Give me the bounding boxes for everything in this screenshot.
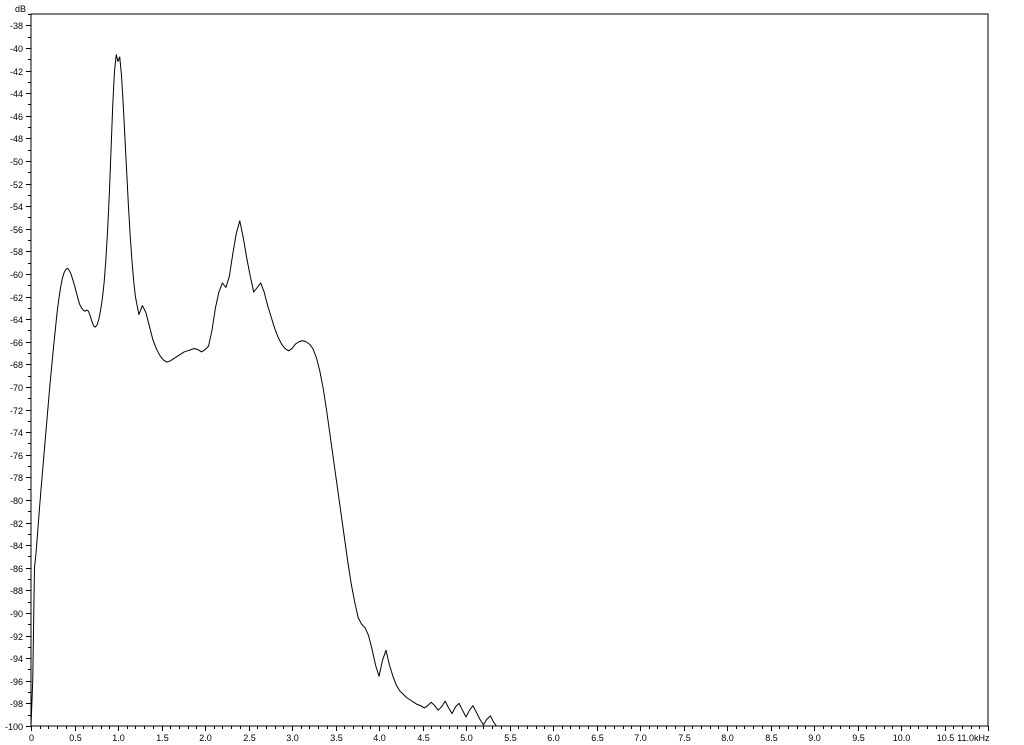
y-tick-label: -80	[10, 496, 23, 506]
y-axis-tick-labels: -38 -40 -42 -44 -46 -48 -50 -52 -54 -56 -58 -60 -62 -…	[5, 21, 23, 732]
x-axis-tick-labels: 0 0.5 1.0 1.5 2.0 2.5 3.0 3.5 4.0 4.5 5.0 5.5 6.0 6.5…	[29, 733, 990, 743]
y-tick-label: -84	[10, 541, 23, 551]
y-tick-label: -100	[5, 722, 23, 732]
x-tick-label: 2.0	[199, 733, 212, 743]
axis-frame	[30, 13, 989, 727]
x-tick-label: 11.0kHz	[957, 733, 990, 743]
y-tick-label: -82	[10, 519, 23, 529]
y-tick-label: -64	[10, 315, 23, 325]
x-tick-label: 3.0	[286, 733, 299, 743]
y-tick-label: -38	[10, 21, 23, 31]
spectrum-trace	[30, 54, 497, 727]
y-tick-label: -56	[10, 225, 23, 235]
y-tick-label: -70	[10, 383, 23, 393]
y-tick-label: -94	[10, 654, 23, 664]
y-tick-label: -40	[10, 44, 23, 54]
y-tick-label: -42	[10, 67, 23, 77]
y-axis-ticks	[26, 14, 31, 727]
y-tick-label: -48	[10, 134, 23, 144]
x-tick-label: 10.5	[937, 733, 955, 743]
x-tick-label: 6.0	[547, 733, 560, 743]
x-tick-label: 0.5	[69, 733, 82, 743]
x-tick-label: 4.5	[417, 733, 430, 743]
x-tick-label: 0	[29, 733, 34, 743]
x-tick-label: 3.5	[330, 733, 343, 743]
y-tick-label: -44	[10, 89, 23, 99]
y-tick-label: -72	[10, 406, 23, 416]
y-tick-label: -62	[10, 293, 23, 303]
x-tick-label: 8.0	[721, 733, 734, 743]
x-tick-label: 2.5	[243, 733, 256, 743]
y-tick-label: -58	[10, 247, 23, 257]
x-axis-ticks	[31, 726, 989, 731]
trace-group	[30, 54, 497, 727]
x-tick-label: 9.0	[808, 733, 821, 743]
x-tick-label: 8.5	[765, 733, 778, 743]
x-tick-label: 7.5	[678, 733, 691, 743]
x-tick-label: 7.0	[634, 733, 647, 743]
y-tick-label: -86	[10, 564, 23, 574]
x-tick-label: 10.0	[893, 733, 911, 743]
y-tick-label: -90	[10, 609, 23, 619]
y-tick-label: -66	[10, 338, 23, 348]
y-axis-unit-label: dB	[15, 4, 26, 14]
y-tick-label: -96	[10, 677, 23, 687]
y-tick-label: -54	[10, 202, 23, 212]
y-tick-label: -76	[10, 451, 23, 461]
y-tick-label: -68	[10, 360, 23, 370]
y-tick-label: -50	[10, 157, 23, 167]
y-tick-label: -74	[10, 428, 23, 438]
x-tick-label: 5.5	[504, 733, 517, 743]
y-tick-label: -88	[10, 586, 23, 596]
x-tick-label: 5.0	[460, 733, 473, 743]
x-tick-label: 9.5	[852, 733, 865, 743]
x-tick-label: 4.0	[373, 733, 386, 743]
y-tick-label: -46	[10, 112, 23, 122]
y-tick-label: -60	[10, 270, 23, 280]
y-tick-label: -92	[10, 632, 23, 642]
y-tick-label: -52	[10, 180, 23, 190]
y-tick-label: -98	[10, 699, 23, 709]
x-tick-label: 6.5	[591, 733, 604, 743]
y-tick-label: -78	[10, 473, 23, 483]
plot-frame	[30, 13, 989, 727]
x-tick-label: 1.5	[156, 733, 169, 743]
x-tick-label: 1.0	[112, 733, 125, 743]
